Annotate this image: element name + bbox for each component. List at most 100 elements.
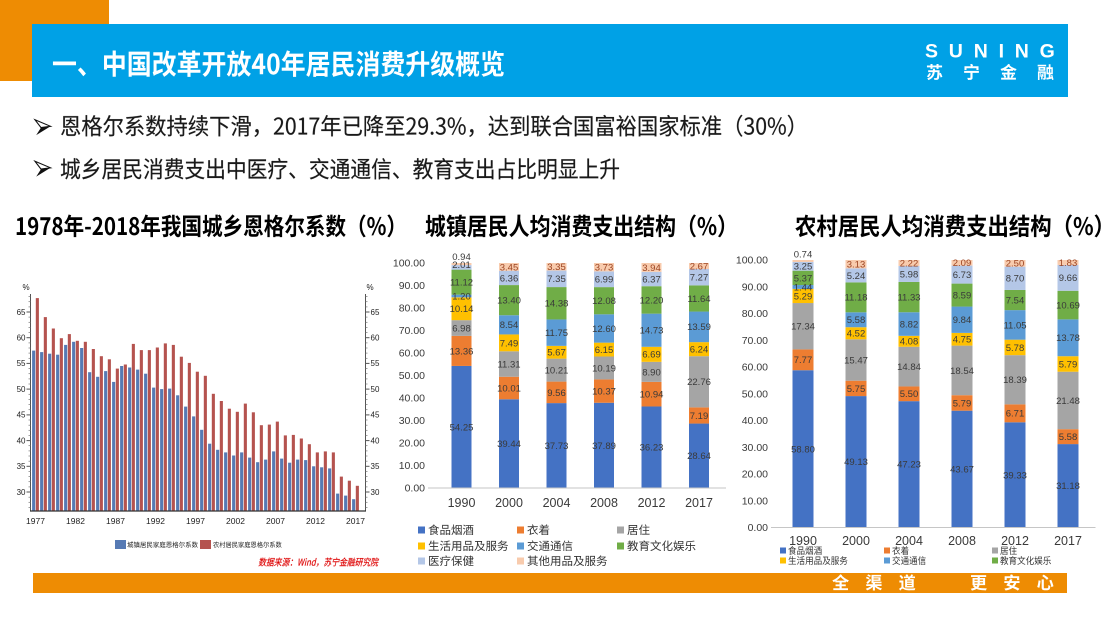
svg-text:10.94: 10.94 [640, 390, 664, 401]
svg-text:7.77: 7.77 [794, 355, 813, 366]
svg-text:30.00: 30.00 [742, 442, 768, 454]
svg-text:2017: 2017 [685, 496, 713, 510]
svg-text:60: 60 [371, 334, 380, 343]
svg-text:2002: 2002 [226, 516, 245, 526]
svg-text:7.35: 7.35 [547, 274, 566, 285]
svg-text:60.00: 60.00 [399, 348, 425, 360]
svg-text:90.00: 90.00 [399, 280, 425, 292]
svg-text:5.37: 5.37 [794, 273, 813, 284]
svg-text:SUNING: SUNING [925, 41, 1066, 63]
svg-text:2008: 2008 [590, 496, 618, 510]
svg-text:18.54: 18.54 [950, 366, 974, 377]
svg-text:45: 45 [17, 411, 26, 420]
svg-text:1987: 1987 [106, 516, 125, 526]
svg-text:2.09: 2.09 [953, 258, 972, 269]
svg-text:0.00: 0.00 [405, 483, 426, 495]
svg-text:6.24: 6.24 [690, 345, 709, 356]
svg-text:4.08: 4.08 [900, 337, 919, 348]
svg-text:15.47: 15.47 [844, 355, 868, 366]
svg-text:55: 55 [17, 359, 26, 368]
svg-text:0.00: 0.00 [748, 522, 769, 534]
svg-text:10.00: 10.00 [742, 495, 768, 507]
svg-text:36.23: 36.23 [640, 443, 664, 454]
svg-text:13.78: 13.78 [1056, 333, 1080, 344]
svg-text:11.75: 11.75 [545, 328, 568, 339]
svg-text:2.22: 2.22 [900, 258, 919, 269]
svg-text:6.98: 6.98 [452, 323, 471, 334]
svg-text:1.44: 1.44 [794, 282, 813, 293]
svg-text:9.84: 9.84 [953, 315, 972, 326]
svg-text:8.70: 8.70 [1006, 274, 1025, 285]
svg-text:5.24: 5.24 [847, 271, 866, 282]
svg-text:28.64: 28.64 [687, 451, 711, 462]
svg-text:2.67: 2.67 [690, 261, 709, 272]
svg-text:11.18: 11.18 [844, 293, 867, 304]
svg-text:11.12: 11.12 [450, 278, 473, 289]
svg-text:7.19: 7.19 [690, 411, 709, 422]
svg-text:17.34: 17.34 [791, 322, 815, 333]
svg-text:10.69: 10.69 [1056, 301, 1080, 312]
svg-text:80.00: 80.00 [742, 308, 768, 320]
svg-text:5.79: 5.79 [1059, 359, 1078, 370]
svg-text:37.89: 37.89 [592, 441, 616, 452]
svg-text:0.74: 0.74 [794, 249, 813, 260]
svg-text:10.19: 10.19 [592, 363, 616, 374]
svg-text:1992: 1992 [146, 516, 165, 526]
svg-text:2.50: 2.50 [1006, 259, 1025, 270]
svg-text:60.00: 60.00 [742, 362, 768, 374]
svg-text:39.44: 39.44 [497, 439, 521, 450]
svg-text:54.25: 54.25 [450, 422, 474, 433]
svg-text:43.67: 43.67 [950, 465, 974, 476]
svg-text:20.00: 20.00 [399, 438, 425, 450]
svg-text:22.76: 22.76 [687, 377, 711, 388]
svg-text:5.67: 5.67 [547, 348, 566, 359]
svg-text:11.33: 11.33 [897, 293, 920, 304]
svg-text:60: 60 [17, 334, 26, 343]
svg-text:31.18: 31.18 [1056, 481, 1080, 492]
svg-text:1997: 1997 [186, 516, 205, 526]
svg-text:50.00: 50.00 [399, 370, 425, 382]
svg-text:10.01: 10.01 [497, 383, 521, 394]
svg-text:8.54: 8.54 [500, 320, 519, 331]
svg-text:1990: 1990 [789, 534, 817, 548]
svg-text:11.64: 11.64 [687, 294, 710, 305]
svg-text:3.45: 3.45 [500, 262, 519, 273]
svg-text:49.13: 49.13 [844, 457, 868, 468]
svg-text:100.00: 100.00 [736, 255, 768, 267]
svg-text:40.00: 40.00 [399, 393, 425, 405]
svg-text:58.80: 58.80 [791, 444, 815, 455]
svg-text:0.94: 0.94 [452, 252, 471, 263]
svg-text:2008: 2008 [948, 534, 976, 548]
svg-text:8.82: 8.82 [900, 319, 919, 330]
svg-text:1990: 1990 [448, 496, 476, 510]
svg-text:3.73: 3.73 [595, 263, 614, 274]
svg-text:3.94: 3.94 [642, 263, 661, 274]
svg-text:20.00: 20.00 [742, 469, 768, 481]
svg-text:8.59: 8.59 [953, 291, 972, 302]
svg-text:18.39: 18.39 [1003, 375, 1027, 386]
svg-text:3.25: 3.25 [794, 262, 813, 273]
svg-text:5.98: 5.98 [900, 269, 919, 280]
svg-text:7.49: 7.49 [500, 338, 519, 349]
svg-text:39.33: 39.33 [1003, 470, 1027, 481]
svg-text:80.00: 80.00 [399, 303, 425, 315]
svg-text:11.31: 11.31 [497, 359, 520, 370]
svg-text:35: 35 [17, 462, 26, 471]
svg-text:2012: 2012 [306, 516, 325, 526]
svg-text:10.14: 10.14 [450, 304, 474, 315]
svg-text:5.50: 5.50 [900, 389, 919, 400]
svg-text:7.27: 7.27 [690, 273, 709, 284]
svg-text:50: 50 [17, 385, 26, 394]
svg-text:50: 50 [371, 385, 380, 394]
svg-text:2012: 2012 [1001, 534, 1029, 548]
svg-text:13.36: 13.36 [450, 346, 474, 357]
svg-text:30.00: 30.00 [399, 415, 425, 427]
svg-text:6.37: 6.37 [642, 274, 661, 285]
svg-text:1977: 1977 [26, 516, 45, 526]
svg-text:1982: 1982 [66, 516, 85, 526]
svg-text:4.75: 4.75 [953, 335, 972, 346]
svg-text:30: 30 [17, 488, 26, 497]
svg-text:6.36: 6.36 [500, 273, 519, 284]
svg-text:40: 40 [371, 436, 380, 445]
svg-text:14.84: 14.84 [897, 362, 921, 373]
